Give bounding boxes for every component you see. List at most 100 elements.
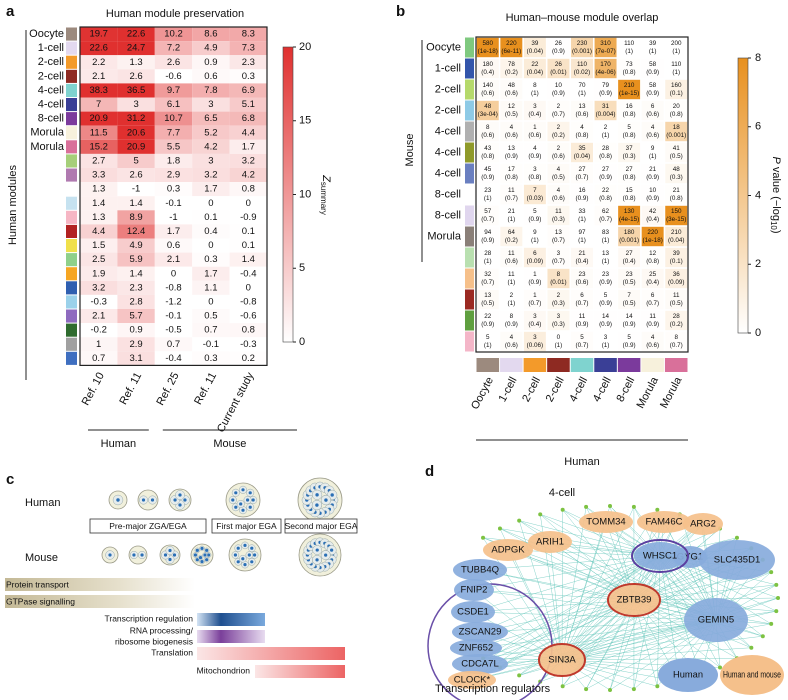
heatmap-border [79, 26, 268, 366]
overlap-cell [641, 79, 664, 100]
colorbar [737, 57, 749, 334]
cell-label: 5.2 [204, 127, 217, 138]
colorbar-tick-label: 0 [755, 327, 761, 339]
node-label: ZBTB39 [617, 595, 652, 606]
module-color [66, 281, 77, 295]
nucleus [207, 553, 211, 557]
nucleus [205, 558, 209, 562]
cell-p-label: (0.3) [623, 153, 636, 160]
cell-count: 48 [673, 166, 681, 173]
overlap-cell [618, 247, 641, 268]
heat-cell [192, 210, 230, 225]
cell-count: 16 [578, 187, 586, 194]
nucleus [315, 493, 319, 497]
heat-cell [229, 41, 267, 56]
cell-count: 8 [486, 124, 490, 131]
overlap-cell [476, 184, 499, 205]
overlap-cell [665, 331, 688, 352]
module-color [66, 224, 77, 238]
node-label: ZSCAN29 [459, 627, 502, 638]
gene-node [683, 513, 723, 535]
cell-p-label: (1) [649, 153, 657, 160]
heat-cell [154, 196, 193, 211]
cell-p-label: (0.6) [505, 90, 518, 97]
module-color [465, 79, 474, 100]
module-color [465, 205, 474, 226]
cell-count: 73 [626, 61, 634, 68]
colorbar-title-part: P [770, 156, 782, 164]
cell-label: 0.3 [204, 353, 217, 364]
network-dot [560, 684, 565, 689]
module-color [641, 358, 664, 372]
overlap-cell [618, 289, 641, 310]
module-color [617, 358, 641, 372]
cell-label: 2.8 [129, 296, 142, 307]
gene-node [452, 622, 508, 642]
cell-label: 0 [208, 296, 213, 307]
network-dot [517, 518, 522, 523]
node-ring [607, 583, 661, 617]
cell-count: 220 [647, 229, 658, 236]
cell-p-label: (1e-18) [478, 48, 498, 55]
cell-count: 1 [533, 124, 537, 131]
network-dot [655, 684, 660, 689]
overlap-cell [594, 331, 617, 352]
nucleus [140, 553, 144, 557]
cell-p-label: (0.8) [599, 195, 612, 202]
network-edge [479, 569, 717, 621]
cell-label: -0.3 [240, 339, 256, 350]
colorbar-tick-label: 0 [299, 336, 305, 348]
nucleus [132, 553, 136, 557]
cell-count: 14 [602, 313, 610, 320]
cell-label: 31.2 [127, 113, 146, 124]
network-edge [499, 555, 661, 668]
network-dot [631, 687, 636, 692]
cell-p-label: (0.8) [623, 69, 636, 76]
cell-count: 3 [604, 334, 608, 341]
overlap-cell [547, 310, 570, 331]
y-axis-title: Mouse [404, 133, 416, 166]
overlap-cell [618, 37, 641, 58]
cell-count: 21 [649, 166, 657, 173]
nucleus [241, 557, 245, 561]
module-color [66, 337, 77, 351]
cell-label: 1.7 [204, 184, 217, 195]
cell-label: 36.5 [127, 85, 146, 96]
row-label: Morula [427, 230, 462, 242]
heat-cell [117, 41, 155, 56]
cell-label: 19.7 [89, 29, 108, 40]
cell-p-label: (1) [555, 342, 563, 349]
cell-p-label: (1e-15) [619, 90, 639, 97]
cell-count: 7 [627, 292, 631, 299]
cell-count: 36 [673, 271, 681, 278]
x-tick-label: Ref. 11 [117, 371, 144, 407]
cell-p-label: (0.6) [481, 90, 494, 97]
network-edge [479, 555, 661, 633]
module-color [465, 163, 474, 184]
cell-p-label: (0.2) [670, 321, 683, 328]
cell-count: 11 [508, 250, 515, 257]
cell-label: 6.1 [167, 99, 180, 110]
heat-cell [80, 97, 118, 112]
cell-label: 0 [208, 240, 213, 251]
overlap-cell [641, 205, 664, 226]
cell-p-label: (4e-06) [595, 69, 615, 76]
overlap-cell [571, 289, 593, 310]
module-color [66, 126, 77, 140]
module-color [465, 331, 474, 352]
heat-cell [229, 182, 267, 197]
network-edge [473, 589, 717, 621]
module-color [66, 168, 77, 182]
nucleus [241, 508, 245, 512]
module-color [476, 358, 500, 372]
stage-box [211, 518, 282, 534]
cell-p-label: (1) [507, 216, 515, 223]
cell-p-label: (0.9) [552, 48, 565, 55]
colorbar-title-part: summary [319, 182, 328, 215]
cell-label: 22.6 [127, 29, 146, 40]
module-color [66, 154, 77, 168]
cell-label: 1.9 [92, 268, 105, 279]
cell-label: 0 [246, 198, 251, 209]
cell-label: 0 [246, 282, 251, 293]
heat-cell [80, 111, 118, 126]
